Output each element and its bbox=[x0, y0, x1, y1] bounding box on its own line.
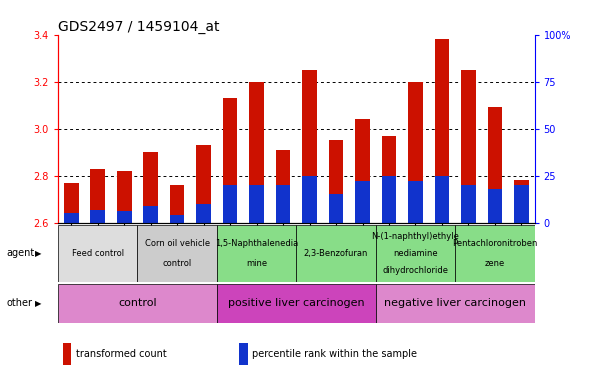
Text: 2,3-Benzofuran: 2,3-Benzofuran bbox=[304, 249, 368, 258]
Bar bbox=[196, 145, 211, 223]
Bar bbox=[144, 206, 158, 223]
Bar bbox=[408, 181, 423, 223]
Bar bbox=[376, 225, 455, 282]
Bar bbox=[90, 210, 105, 223]
Bar bbox=[296, 225, 376, 282]
Text: 1,5-Naphthalenedia: 1,5-Naphthalenedia bbox=[215, 238, 298, 248]
Bar bbox=[355, 181, 370, 223]
Bar bbox=[302, 176, 317, 223]
Text: control: control bbox=[163, 259, 192, 268]
Text: percentile rank within the sample: percentile rank within the sample bbox=[252, 349, 417, 359]
Bar bbox=[90, 169, 105, 223]
Text: transformed count: transformed count bbox=[76, 349, 167, 359]
Text: negative liver carcinogen: negative liver carcinogen bbox=[384, 298, 526, 308]
Bar bbox=[329, 141, 343, 223]
Text: ▶: ▶ bbox=[35, 249, 42, 258]
Bar bbox=[249, 185, 264, 223]
Text: N-(1-naphthyl)ethyle: N-(1-naphthyl)ethyle bbox=[371, 232, 459, 241]
Text: zene: zene bbox=[485, 259, 505, 268]
Bar bbox=[249, 82, 264, 223]
Bar bbox=[461, 70, 476, 223]
Text: mine: mine bbox=[246, 259, 267, 268]
Bar bbox=[239, 343, 247, 365]
Text: dihydrochloride: dihydrochloride bbox=[382, 266, 448, 275]
Text: nediamine: nediamine bbox=[393, 249, 438, 258]
Text: GDS2497 / 1459104_at: GDS2497 / 1459104_at bbox=[58, 20, 219, 33]
Bar bbox=[170, 185, 185, 223]
Bar bbox=[217, 225, 296, 282]
Bar bbox=[63, 343, 71, 365]
Bar bbox=[170, 215, 185, 223]
Text: Feed control: Feed control bbox=[71, 249, 124, 258]
Bar bbox=[64, 214, 79, 223]
Bar bbox=[382, 136, 397, 223]
Bar bbox=[488, 108, 502, 223]
Text: Corn oil vehicle: Corn oil vehicle bbox=[145, 238, 210, 248]
Bar bbox=[117, 171, 131, 223]
Bar bbox=[223, 98, 238, 223]
Bar bbox=[514, 185, 529, 223]
Bar bbox=[276, 185, 290, 223]
Bar bbox=[376, 284, 535, 323]
Text: positive liver carcinogen: positive liver carcinogen bbox=[228, 298, 365, 308]
Bar bbox=[217, 284, 376, 323]
Text: ▶: ▶ bbox=[35, 299, 42, 308]
Bar bbox=[329, 195, 343, 223]
Bar bbox=[408, 82, 423, 223]
Bar bbox=[196, 204, 211, 223]
Bar bbox=[58, 284, 217, 323]
Bar bbox=[355, 119, 370, 223]
Bar bbox=[117, 212, 131, 223]
Bar bbox=[64, 183, 79, 223]
Bar bbox=[514, 180, 529, 223]
Bar bbox=[276, 150, 290, 223]
Text: agent: agent bbox=[6, 248, 34, 258]
Bar bbox=[223, 185, 238, 223]
Bar bbox=[488, 189, 502, 223]
Bar bbox=[455, 225, 535, 282]
Bar bbox=[434, 39, 449, 223]
Bar bbox=[144, 152, 158, 223]
Bar bbox=[434, 176, 449, 223]
Bar bbox=[137, 225, 217, 282]
Bar bbox=[58, 225, 137, 282]
Bar bbox=[302, 70, 317, 223]
Bar bbox=[382, 176, 397, 223]
Text: Pentachloronitroben: Pentachloronitroben bbox=[452, 238, 538, 248]
Bar bbox=[461, 185, 476, 223]
Text: other: other bbox=[6, 298, 32, 308]
Text: control: control bbox=[118, 298, 157, 308]
